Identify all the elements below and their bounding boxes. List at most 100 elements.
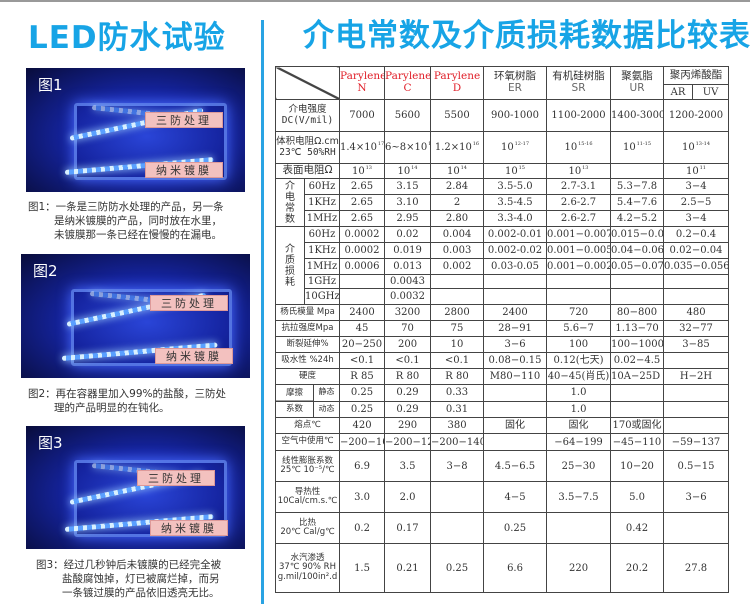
header-name: 有机硅树脂 <box>552 70 605 83</box>
value-cell <box>663 352 730 369</box>
table-row: 熔点℃ 420 290 380 固化 固化 170或固化 <box>274 417 730 434</box>
value-cell: 40−45(肖氏) <box>546 368 612 385</box>
value-cell: 0.12(七天) <box>546 352 612 369</box>
header-name: Parylene <box>385 70 431 83</box>
figure-1-photo: 图1 三防处理 纳米镀膜 <box>26 68 245 192</box>
value-cell: R 80 <box>384 368 432 385</box>
value-cell: 4−5 <box>483 481 548 513</box>
value-cell: 32−77 <box>663 320 730 337</box>
value-cell: 100 <box>546 336 612 353</box>
table-row: 水汽渗透 37℃ 90% RH g.mil/100in².d 1.5 0.21 0.25 6… <box>274 543 730 593</box>
table-row: 1KHz 2.65 3.10 2 3.5-4.5 2.6-2.7 5.4−7.6 2.5−5 <box>276 194 730 211</box>
value-cell: 200 <box>384 336 432 353</box>
figure-3-caption: 图3：经过几秒钟后未镀膜的已经完全被 盐酸腐蚀掉，灯已被腐烂掉，而另 一条镀过膜的产… <box>36 558 221 600</box>
value-cell: 45 <box>339 320 386 337</box>
value-cell: 20.2 <box>610 543 665 593</box>
value-cell: 0.003 <box>430 242 485 259</box>
value-cell: 0.31 <box>430 400 485 418</box>
value-cell: 420 <box>339 417 386 434</box>
value-cell: 6.6 <box>483 543 548 593</box>
value-cell: 170或固化 <box>610 417 665 434</box>
table-row: 1KHz 0.0002 0.019 0.003 0.002-0.02 0.001−0.00… <box>276 242 730 259</box>
row-label: 熔点℃ <box>294 419 321 430</box>
exponent: ^14 <box>460 164 467 171</box>
value-cell: 0.29 <box>384 400 432 418</box>
value-cell: 0.33 <box>430 384 485 402</box>
value-cell-exponent: 6~8×10^16 <box>384 131 432 164</box>
table-row: AR UV <box>276 84 730 100</box>
row-label: 吸水性 %24h <box>274 352 341 369</box>
value-cell: 5.4−7.6 <box>610 194 665 211</box>
caption-line: 图2：再在容器里加入99%的盐酸，三防处 <box>28 388 227 400</box>
value-cell: 6.9 <box>339 450 386 482</box>
tag-nano-coating: 纳米镀膜 <box>150 520 228 536</box>
value-cell: 20−250 <box>339 336 386 353</box>
row-sublabel: 25℃ 10⁻⁵/℃ <box>280 465 335 475</box>
exponent: ^13 <box>365 164 372 171</box>
row-sublabel: 1MHz <box>303 258 341 275</box>
value-cell: 5.0 <box>610 481 665 513</box>
row-sublabel: 23℃ 50%RH <box>279 146 336 158</box>
value-cell-exponent: 10^14 <box>430 163 485 179</box>
row-sublabel: 20℃ Cal/g℃ <box>280 527 335 537</box>
value-cell: 3−4 <box>663 210 730 227</box>
figure-2-photo: 图2 三防处理 纳米镀膜 <box>21 254 250 378</box>
row-label: 吸水性 %24h <box>281 354 334 365</box>
header-cell: 聚氨脂 UR <box>610 66 665 100</box>
row-label: 线性膨胀系数 <box>282 455 334 466</box>
caption-line: 一条镀过膜的产品依旧透亮无比。 <box>62 587 220 599</box>
value-cell: 0.2−0.4 <box>663 226 730 243</box>
value-cell: 2.65 <box>339 194 386 211</box>
value-cell: 0.25 <box>430 543 485 593</box>
row-label: 水汽渗透 37℃ 90% RH g.mil/100in².d <box>274 543 341 593</box>
value-cell: 7000 <box>339 99 386 132</box>
value-cell-exponent: 10^12-17 <box>483 131 548 164</box>
row-label: 比热 20℃ Cal/g℃ <box>274 512 341 544</box>
value-cell: 0.04−0.06 <box>610 242 665 259</box>
value-cell: 2.5−5 <box>663 194 730 211</box>
tag-conformal-coating: 三防处理 <box>137 470 215 486</box>
value-cell-exponent: 10^11-15 <box>610 131 665 164</box>
row-label: 杨氏模量 Mpa <box>274 304 341 321</box>
value-cell-exponent: 10^15-16 <box>546 131 612 164</box>
row-label: 比热 <box>299 517 317 528</box>
value-cell: 0.019 <box>384 242 432 259</box>
value-cell-exponent: 10^13 <box>546 163 612 179</box>
exponent: ^15 <box>518 164 525 171</box>
header-name: 聚氨脂 <box>621 70 653 83</box>
header-cell: 聚丙烯酸酯 <box>663 66 730 85</box>
value-cell: 0.001−0.007 <box>546 226 612 243</box>
value-cell: −200−140 <box>430 433 485 451</box>
table-row: 1MHz 2.65 2.95 2.80 3.3-4.0 2.6-2.7 4.2−5.2 3−4 <box>276 210 730 227</box>
exponent-base: 10 <box>447 165 460 177</box>
exponent-base: 1.4×10 <box>340 142 378 153</box>
value-cell: −59−137 <box>663 433 730 451</box>
exponent-base: 10 <box>352 165 365 177</box>
value-cell <box>610 288 665 305</box>
value-cell: 4.2−5.2 <box>610 210 665 227</box>
value-cell: −200−100 <box>339 433 386 451</box>
caption-line: 盐酸腐蚀掉，灯已被腐烂掉，而另 <box>62 573 220 585</box>
value-cell: 0.015−0.05 <box>610 226 665 243</box>
value-cell: 2.6-2.7 <box>546 210 612 227</box>
row-label: 空气中使用℃ <box>281 436 334 447</box>
exponent-base: 10 <box>686 165 699 177</box>
table-row: 1GHz 0.0043 <box>276 274 730 289</box>
table-row: 线性膨胀系数 25℃ 10⁻⁵/℃ 6.9 3.5 3−8 4.5−6.5 25−30 10−… <box>274 450 730 482</box>
header-code: N <box>357 82 367 94</box>
value-cell: 220 <box>546 543 612 593</box>
value-cell: 0.0006 <box>339 258 386 275</box>
value-cell: 2400 <box>339 304 386 321</box>
row-sublabel: 1GHz <box>303 274 341 289</box>
table-row: 10GHz 0.0032 <box>276 288 730 305</box>
value-cell: 3.3-4.0 <box>483 210 548 227</box>
row-label: 表面电阻Ω <box>274 163 341 179</box>
value-cell <box>663 417 730 434</box>
value-cell <box>610 163 665 179</box>
value-cell: 1.5 <box>339 543 386 593</box>
exponent: ^11 <box>699 164 706 171</box>
table-row: 1MHz 0.0006 0.013 0.002 0.03-0.05 0.001−0.002… <box>276 258 730 275</box>
value-cell: 0.5−15 <box>663 450 730 482</box>
value-cell: 0.25 <box>339 384 386 402</box>
